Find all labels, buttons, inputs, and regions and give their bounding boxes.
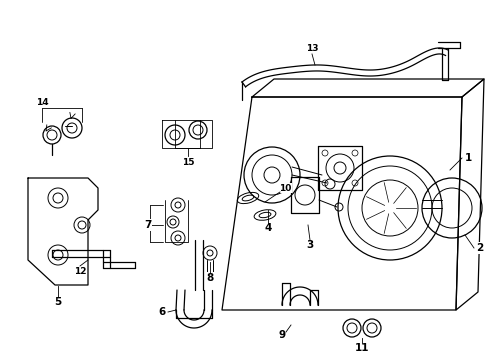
- Text: 14: 14: [36, 98, 48, 107]
- Text: 11: 11: [354, 343, 368, 353]
- Text: 8: 8: [206, 273, 213, 283]
- Text: 5: 5: [54, 297, 61, 307]
- Text: 7: 7: [144, 220, 151, 230]
- Text: 12: 12: [74, 267, 86, 276]
- Text: 1: 1: [464, 153, 470, 163]
- Text: 15: 15: [182, 158, 194, 166]
- Text: 6: 6: [158, 307, 165, 317]
- Text: 2: 2: [475, 243, 483, 253]
- Text: 13: 13: [305, 44, 318, 53]
- Text: 10: 10: [278, 184, 290, 193]
- Text: 3: 3: [306, 240, 313, 250]
- Text: 9: 9: [278, 330, 285, 340]
- Text: 4: 4: [264, 223, 271, 233]
